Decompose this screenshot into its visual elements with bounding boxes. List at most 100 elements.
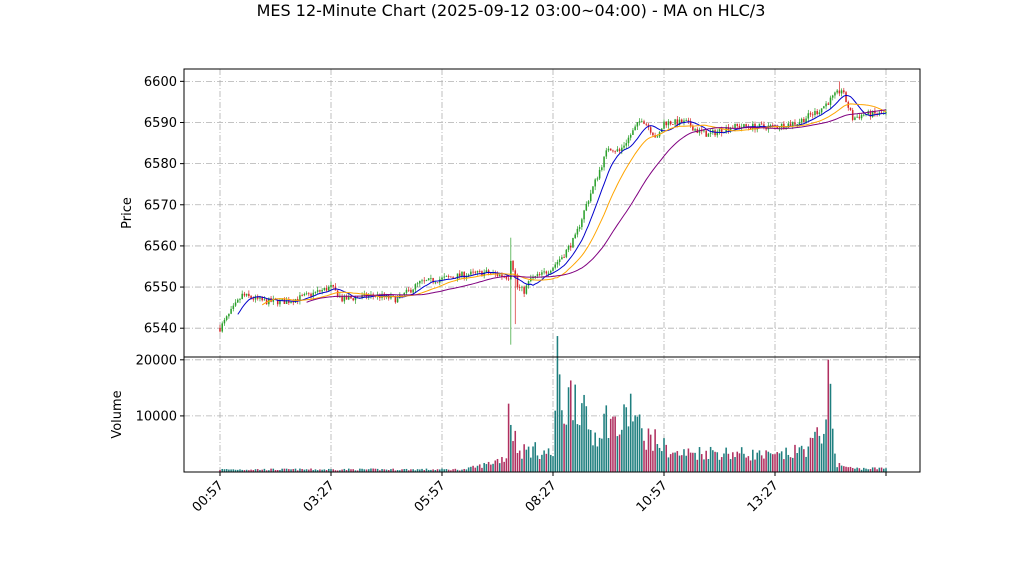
volume-bar	[845, 466, 847, 472]
volume-bar	[734, 457, 736, 472]
price-y-tick-label: 6580	[144, 157, 177, 172]
volume-bar	[627, 426, 630, 472]
candle-body	[552, 267, 554, 271]
candle-body	[569, 245, 572, 248]
candle-body	[336, 290, 339, 298]
candle-body	[851, 110, 854, 120]
volume-bar	[419, 469, 421, 472]
volume-bar	[587, 429, 590, 472]
volume-bar	[392, 468, 394, 472]
candle-body	[774, 125, 776, 127]
volume-bar	[714, 451, 716, 472]
volume-bar	[367, 469, 370, 472]
volume-bar	[463, 468, 465, 472]
volume-bar	[387, 470, 390, 472]
volume-bar	[421, 468, 423, 472]
candle-body	[734, 123, 736, 128]
candle-body	[772, 125, 774, 126]
volume-bar	[727, 453, 730, 472]
volume-bar	[800, 445, 803, 472]
volume-bar	[363, 469, 366, 472]
volume-bar	[365, 469, 368, 472]
volume-bar	[516, 453, 519, 472]
volume-bar	[838, 463, 841, 472]
volume-bar	[831, 428, 834, 472]
candle-body	[816, 111, 818, 115]
volume-bar	[494, 460, 497, 472]
volume-bar	[876, 469, 878, 472]
volume-bar	[638, 414, 641, 472]
candle-body	[645, 123, 648, 125]
volume-bar	[487, 461, 490, 472]
volume-bar	[461, 469, 463, 472]
volume-bar	[561, 410, 563, 472]
volume-bar	[303, 469, 306, 472]
volume-bar	[658, 447, 661, 472]
volume-bar	[625, 407, 628, 472]
volume-bar	[403, 469, 406, 472]
volume-bar	[483, 462, 485, 472]
candle-body	[538, 274, 541, 275]
volume-bar	[308, 469, 310, 472]
volume-bar	[530, 457, 532, 472]
candle-body	[303, 294, 306, 296]
candle-body	[461, 271, 463, 277]
candle-body	[292, 301, 295, 303]
candle-body	[585, 203, 588, 211]
volume-bar	[230, 469, 232, 472]
candle-body	[567, 245, 570, 250]
candle-body	[230, 308, 232, 314]
candle-body	[827, 103, 830, 105]
candle-body	[583, 210, 585, 220]
candle-body	[314, 291, 317, 293]
volume-bar	[310, 468, 312, 472]
candle-body	[414, 284, 417, 290]
volume-bar	[370, 468, 372, 472]
candle-body	[561, 257, 563, 260]
candle-body	[831, 95, 834, 98]
price-y-tick-label: 6590	[144, 116, 177, 131]
candle-body	[572, 237, 574, 248]
candle-body	[789, 123, 792, 126]
volume-bar	[694, 452, 696, 472]
volume-bar	[885, 468, 887, 472]
volume-bar	[823, 433, 825, 472]
volume-bar	[729, 459, 732, 472]
volume-bar	[270, 468, 272, 472]
candlesticks	[219, 81, 887, 345]
candle-body	[632, 130, 634, 135]
volume-bar	[281, 468, 283, 472]
volume-bar	[618, 434, 621, 472]
volume-bar	[785, 447, 787, 472]
candle-body	[556, 261, 559, 265]
volume-bar	[458, 470, 461, 472]
candle-body	[820, 108, 823, 113]
volume-bar	[581, 403, 583, 472]
price-y-tick-label: 6570	[144, 198, 177, 213]
volume-bar	[605, 405, 608, 472]
volume-bar	[601, 438, 603, 472]
volume-bar	[283, 468, 286, 472]
candle-body	[485, 270, 488, 273]
volume-bar	[740, 447, 743, 472]
volume-bar	[350, 469, 352, 472]
volume-bar	[290, 469, 292, 472]
candle-body	[367, 295, 370, 298]
candle-body	[503, 276, 505, 278]
candle-body	[223, 319, 226, 324]
candle-body	[319, 290, 321, 292]
volume-bar	[683, 449, 685, 472]
volume-bar	[811, 438, 814, 472]
volume-bar	[359, 468, 361, 472]
volume-bar	[776, 452, 778, 472]
volume-bar	[578, 425, 581, 472]
volume-y-tick-label: 10000	[136, 409, 177, 424]
candle-body	[534, 275, 537, 277]
volume-bar	[465, 469, 468, 472]
candle-body	[248, 293, 250, 297]
candle-body	[563, 257, 565, 259]
volume-bar	[674, 452, 676, 472]
candle-body	[478, 271, 481, 272]
volume-bar	[301, 469, 303, 472]
volume-bar	[707, 459, 710, 472]
